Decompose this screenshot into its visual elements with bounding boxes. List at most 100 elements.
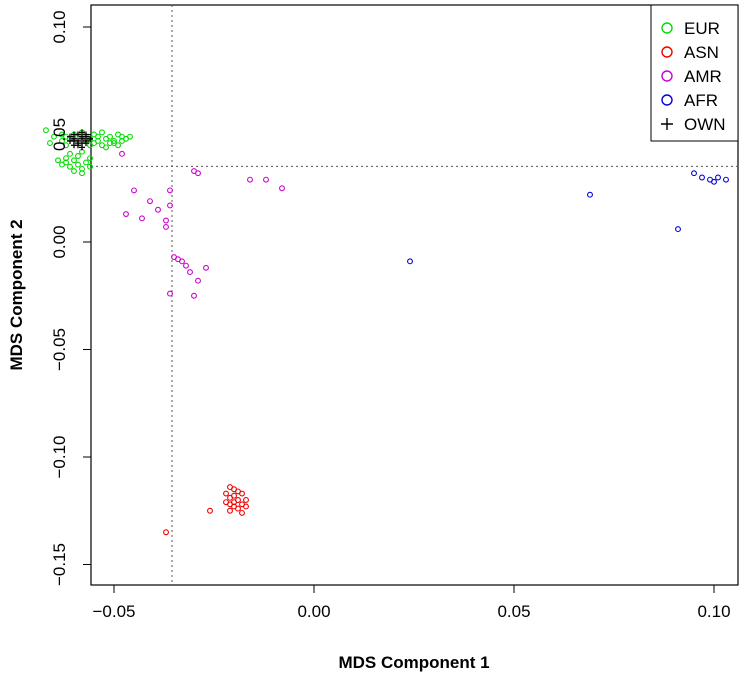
plot-frame xyxy=(90,4,739,586)
data-point xyxy=(167,187,173,194)
legend: EUR ASN AMR AFR OWN xyxy=(650,4,739,142)
data-point xyxy=(227,484,233,491)
data-point xyxy=(183,262,189,269)
data-point xyxy=(235,488,241,495)
data-point xyxy=(711,178,717,185)
data-point xyxy=(87,163,93,170)
data-point xyxy=(87,135,93,142)
data-point xyxy=(207,507,213,514)
data-point xyxy=(111,140,117,147)
data-point xyxy=(131,187,137,194)
data-point xyxy=(203,264,209,271)
data-point xyxy=(79,140,85,147)
data-point xyxy=(79,129,85,136)
data-point xyxy=(123,211,129,218)
data-point xyxy=(95,138,101,144)
data-point xyxy=(127,133,133,140)
data-point xyxy=(75,153,81,159)
data-point xyxy=(243,497,249,503)
y-tick-label: 0.05 xyxy=(50,118,69,151)
data-point xyxy=(119,138,125,144)
data-point xyxy=(83,159,89,166)
data-point xyxy=(235,505,241,512)
x-tick-label: 0.10 xyxy=(697,602,730,621)
data-point xyxy=(223,490,229,497)
y-tick-label: 0.10 xyxy=(50,10,69,43)
data-point xyxy=(227,507,233,514)
data-point xyxy=(187,269,193,276)
legend-label: AMR xyxy=(684,67,722,86)
data-point xyxy=(67,137,73,144)
y-tick-label: −0.15 xyxy=(50,543,69,586)
legend-label: OWN xyxy=(684,115,726,134)
data-point xyxy=(79,170,85,177)
data-point xyxy=(163,224,169,230)
data-point xyxy=(75,161,81,168)
data-point xyxy=(67,163,73,170)
data-point xyxy=(407,258,413,265)
data-point xyxy=(139,215,145,222)
series-afr xyxy=(407,170,729,265)
data-point xyxy=(63,155,69,162)
data-point xyxy=(247,176,253,183)
data-point xyxy=(167,290,173,297)
data-point xyxy=(147,198,153,205)
data-point xyxy=(71,142,77,149)
y-tick-label: 0.00 xyxy=(50,225,69,258)
data-point xyxy=(691,170,697,177)
series-asn xyxy=(163,484,249,536)
data-point xyxy=(155,206,161,213)
data-point xyxy=(243,503,249,510)
data-point xyxy=(231,492,237,499)
data-point xyxy=(59,138,65,144)
y-tick-label: −0.05 xyxy=(50,328,69,371)
y-axis-label: MDS Component 2 xyxy=(7,219,26,370)
legend-marker xyxy=(661,94,673,106)
data-point xyxy=(587,191,593,198)
data-point xyxy=(191,292,197,299)
data-point xyxy=(99,129,105,136)
data-point xyxy=(179,258,185,265)
data-point xyxy=(51,133,57,140)
data-point xyxy=(71,168,77,175)
data-point xyxy=(263,176,269,183)
legend-box xyxy=(650,4,739,142)
x-tick-label: −0.05 xyxy=(92,602,135,621)
legend-label: ASN xyxy=(684,43,719,62)
data-point xyxy=(87,155,93,162)
data-point xyxy=(63,142,69,149)
data-point xyxy=(71,131,77,138)
data-point xyxy=(103,144,109,151)
data-point xyxy=(163,529,169,536)
series-amr xyxy=(119,150,285,299)
x-axis-label: MDS Component 1 xyxy=(338,653,489,672)
legend-marker xyxy=(661,70,673,82)
data-point xyxy=(107,133,113,140)
data-point xyxy=(167,202,173,209)
data-point xyxy=(195,277,201,284)
legend-label: AFR xyxy=(684,91,718,110)
data-points xyxy=(43,127,729,536)
data-point xyxy=(107,140,113,147)
data-point xyxy=(163,217,169,224)
data-point xyxy=(43,127,49,134)
data-point xyxy=(75,137,81,144)
data-point xyxy=(55,157,61,164)
reference-lines xyxy=(91,5,738,585)
data-point xyxy=(71,157,77,164)
data-point xyxy=(675,226,681,233)
data-point xyxy=(119,150,125,157)
data-point xyxy=(195,170,201,177)
data-point xyxy=(239,509,245,516)
data-point xyxy=(723,176,729,183)
data-point xyxy=(67,150,73,157)
x-tick-label: 0.05 xyxy=(497,602,530,621)
data-point xyxy=(47,140,53,147)
data-point xyxy=(231,499,237,506)
x-tick-label: 0.00 xyxy=(297,602,330,621)
legend-marker xyxy=(661,118,673,130)
y-axis: 0.10 0.05 0.00 −0.05 −0.10 −0.15 xyxy=(50,10,91,586)
data-point xyxy=(87,142,93,149)
y-tick-label: −0.10 xyxy=(50,435,69,478)
